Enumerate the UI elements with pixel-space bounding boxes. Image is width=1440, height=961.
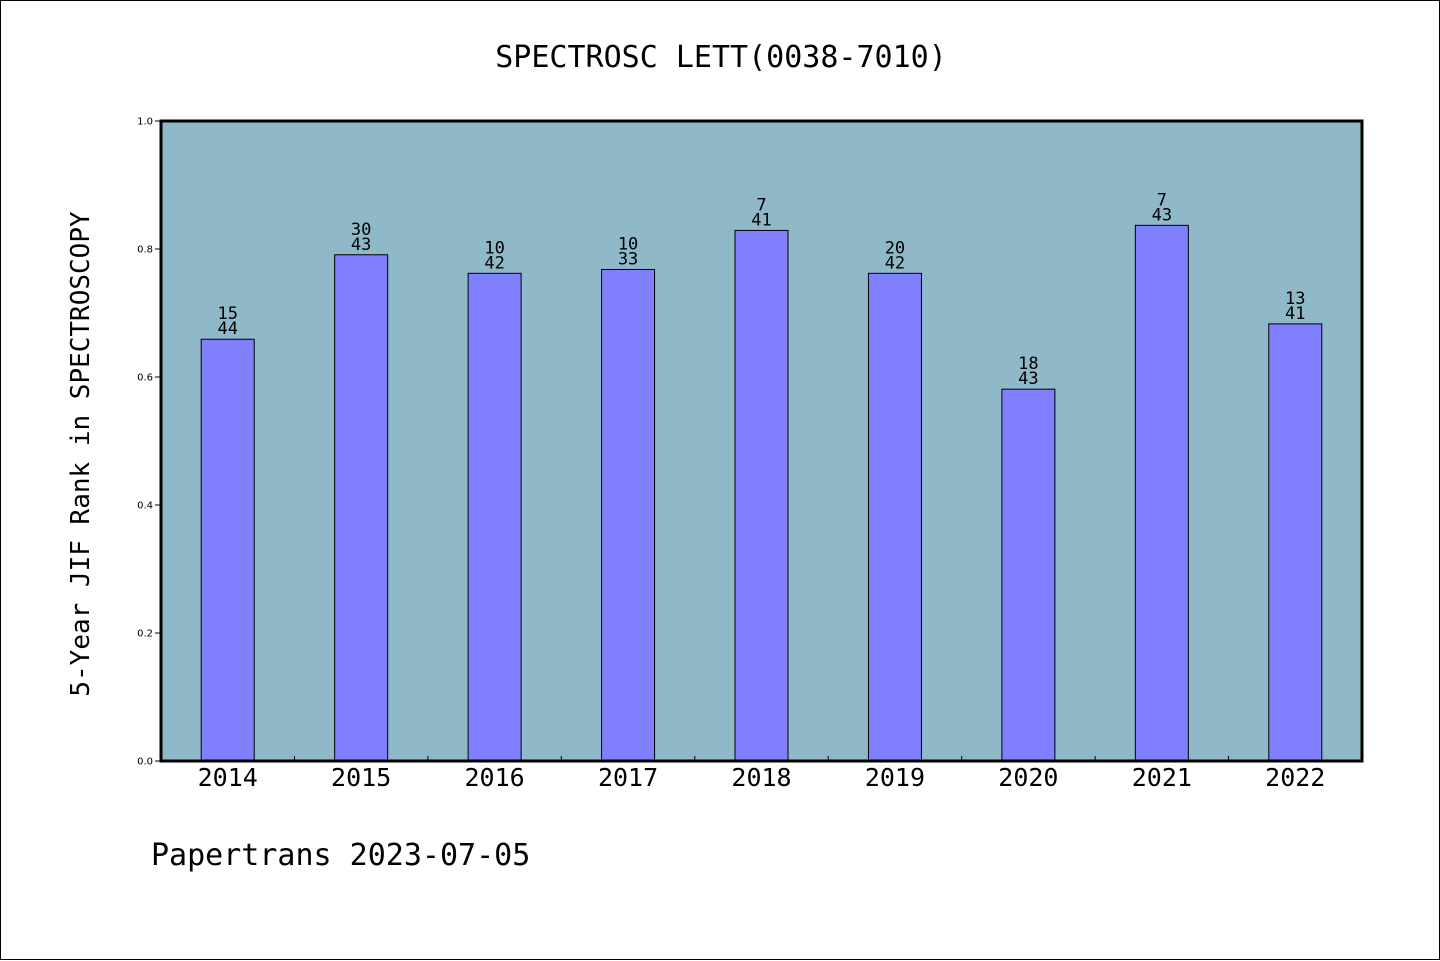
y-tick-label: 0.8 bbox=[137, 245, 153, 256]
x-tick-label: 2021 bbox=[1132, 763, 1192, 792]
bar-total-label: 41 bbox=[751, 210, 771, 230]
y-tick-label: 0.4 bbox=[137, 501, 153, 512]
bar-rank-label: 7 bbox=[1157, 190, 1167, 210]
bar bbox=[1134, 224, 1189, 762]
bar-rank-label: 13 bbox=[1285, 289, 1305, 309]
y-tick-label: 0.2 bbox=[137, 629, 153, 640]
bar-total-label: 43 bbox=[1152, 205, 1172, 225]
bar-rank-label: 20 bbox=[885, 238, 905, 258]
bar-rank-label: 30 bbox=[351, 220, 371, 240]
bar bbox=[200, 338, 255, 762]
y-tick-label: 0.6 bbox=[137, 373, 153, 384]
bar bbox=[1001, 388, 1056, 762]
bar-total-label: 43 bbox=[351, 235, 371, 255]
bar-total-label: 42 bbox=[484, 253, 504, 273]
bar-total-label: 41 bbox=[1285, 304, 1305, 324]
bar-rank-label: 10 bbox=[484, 238, 504, 258]
x-tick-label: 2022 bbox=[1265, 763, 1325, 792]
bar bbox=[1268, 323, 1323, 762]
bar-rank-label: 10 bbox=[618, 234, 638, 254]
x-tick-label: 2014 bbox=[198, 763, 258, 792]
bar-total-label: 42 bbox=[885, 253, 905, 273]
bar-rank-label: 18 bbox=[1018, 354, 1038, 374]
bar-total-label: 33 bbox=[618, 249, 638, 269]
y-axis-label: 5-Year JIF Rank in SPECTROSCOPY bbox=[66, 211, 96, 697]
bar bbox=[467, 272, 522, 762]
x-tick-label: 2015 bbox=[331, 763, 391, 792]
bar-total-label: 44 bbox=[217, 319, 237, 339]
bar bbox=[334, 254, 389, 762]
y-tick-label: 0.0 bbox=[137, 757, 153, 768]
x-tick-label: 2020 bbox=[998, 763, 1058, 792]
x-tick-label: 2018 bbox=[731, 763, 791, 792]
x-tick-label: 2016 bbox=[465, 763, 525, 792]
bar bbox=[734, 229, 789, 762]
bar-total-label: 43 bbox=[1018, 369, 1038, 389]
x-tick-label: 2017 bbox=[598, 763, 658, 792]
bar bbox=[601, 268, 656, 762]
x-axis: 2014 2015 2016 2017 2018 2019 2020 2021 2022 bbox=[198, 756, 1325, 792]
x-tick-label: 2019 bbox=[865, 763, 925, 792]
bar-rank-label: 15 bbox=[217, 304, 237, 324]
bar-rank-label: 7 bbox=[756, 195, 766, 215]
y-tick-label: 1.0 bbox=[137, 117, 153, 128]
chart-title: SPECTROSC LETT(0038-7010) bbox=[495, 40, 947, 75]
y-axis: 0.0 0.2 0.4 0.6 0.8 1.0 bbox=[137, 117, 161, 768]
footer-text: Papertrans 2023-07-05 bbox=[151, 838, 530, 873]
bar bbox=[867, 272, 922, 762]
plot-border bbox=[159, 119, 1364, 763]
